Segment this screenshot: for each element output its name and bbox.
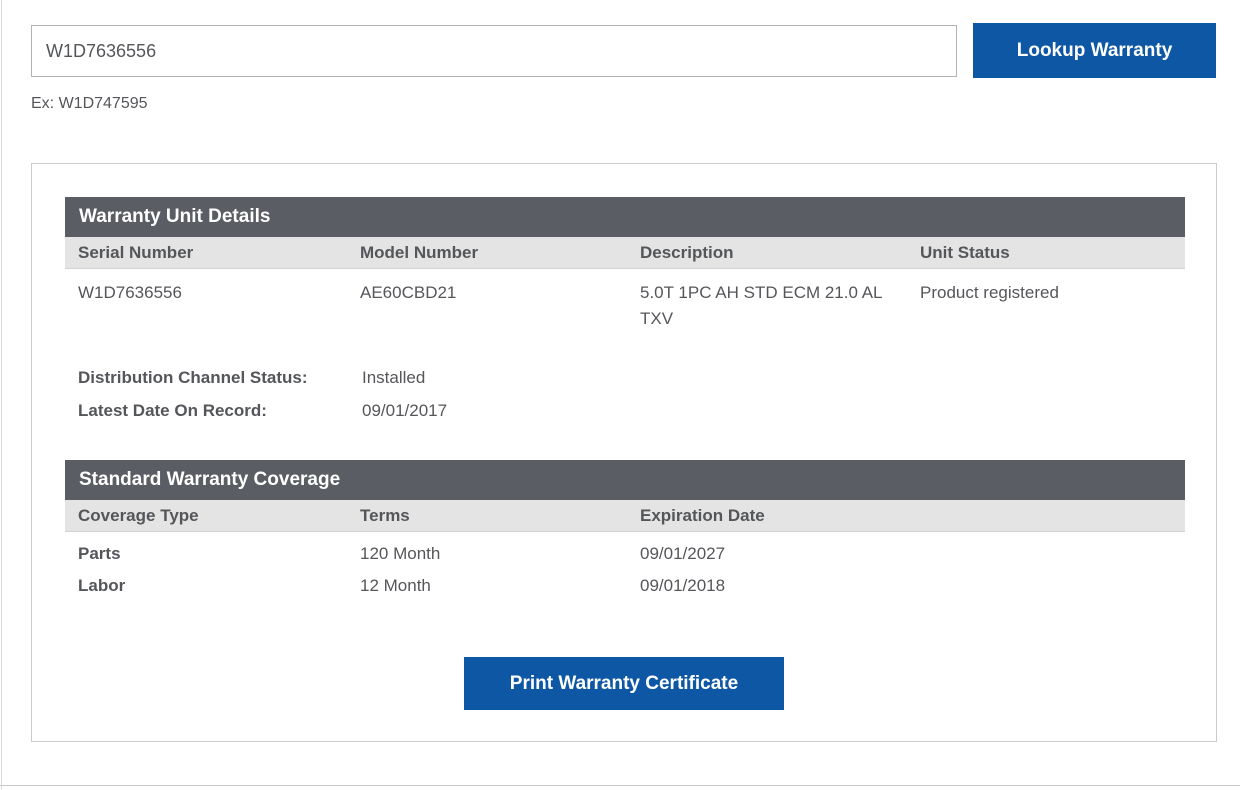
column-header-unit-status: Unit Status — [920, 242, 1010, 262]
serial-example-text: Ex: W1D747595 — [31, 95, 148, 112]
latest-date-on-record-value: 09/01/2017 — [362, 401, 448, 420]
warranty-results-card: Warranty Unit Details Serial Number Mode… — [31, 163, 1217, 742]
terms-value: 120 Month — [360, 544, 441, 563]
standard-warranty-coverage-section-header: Standard Warranty Coverage — [65, 460, 1185, 500]
expiration-date-value: 09/01/2018 — [640, 576, 726, 595]
latest-date-on-record-label: Latest Date On Record: — [78, 401, 267, 420]
serial-number-value: W1D7636556 — [78, 283, 182, 302]
column-header-expiration-date: Expiration Date — [640, 505, 765, 525]
serial-number-input[interactable] — [31, 25, 957, 77]
print-warranty-certificate-button[interactable]: Print Warranty Certificate — [464, 657, 784, 710]
latest-date-on-record-row: Latest Date On Record: 09/01/2017 — [78, 400, 447, 422]
terms-value: 12 Month — [360, 576, 431, 595]
coverage-type-value: Parts — [78, 544, 121, 563]
coverage-column-header-row: Coverage Type Terms Expiration Date — [65, 500, 1185, 532]
column-header-serial-number: Serial Number — [78, 242, 194, 262]
column-header-terms: Terms — [360, 505, 410, 525]
unit-details-section-header: Warranty Unit Details — [65, 197, 1185, 237]
distribution-channel-status-row: Distribution Channel Status: Installed — [78, 367, 425, 389]
model-number-value: AE60CBD21 — [360, 283, 457, 302]
page-left-border — [1, 0, 2, 790]
coverage-type-value: Labor — [78, 576, 126, 595]
column-header-coverage-type: Coverage Type — [78, 505, 199, 525]
description-value: 5.0T 1PC AH STD ECM 21.0 AL TXV — [640, 283, 882, 328]
column-header-model-number: Model Number — [360, 242, 479, 262]
column-header-description: Description — [640, 242, 734, 262]
page-bottom-border — [0, 785, 1240, 786]
expiration-date-value: 09/01/2027 — [640, 544, 726, 563]
unit-details-table-row: W1D7636556 AE60CBD21 5.0T 1PC AH STD ECM… — [65, 280, 1185, 332]
coverage-row-labor: Labor 12 Month 09/01/2018 — [65, 574, 1185, 598]
distribution-channel-status-value: Installed — [362, 368, 426, 387]
distribution-channel-status-label: Distribution Channel Status: — [78, 368, 308, 387]
unit-status-value: Product registered — [920, 283, 1059, 302]
lookup-warranty-button[interactable]: Lookup Warranty — [973, 23, 1216, 78]
unit-details-column-header-row: Serial Number Model Number Description U… — [65, 237, 1185, 269]
coverage-row-parts: Parts 120 Month 09/01/2027 — [65, 542, 1185, 566]
